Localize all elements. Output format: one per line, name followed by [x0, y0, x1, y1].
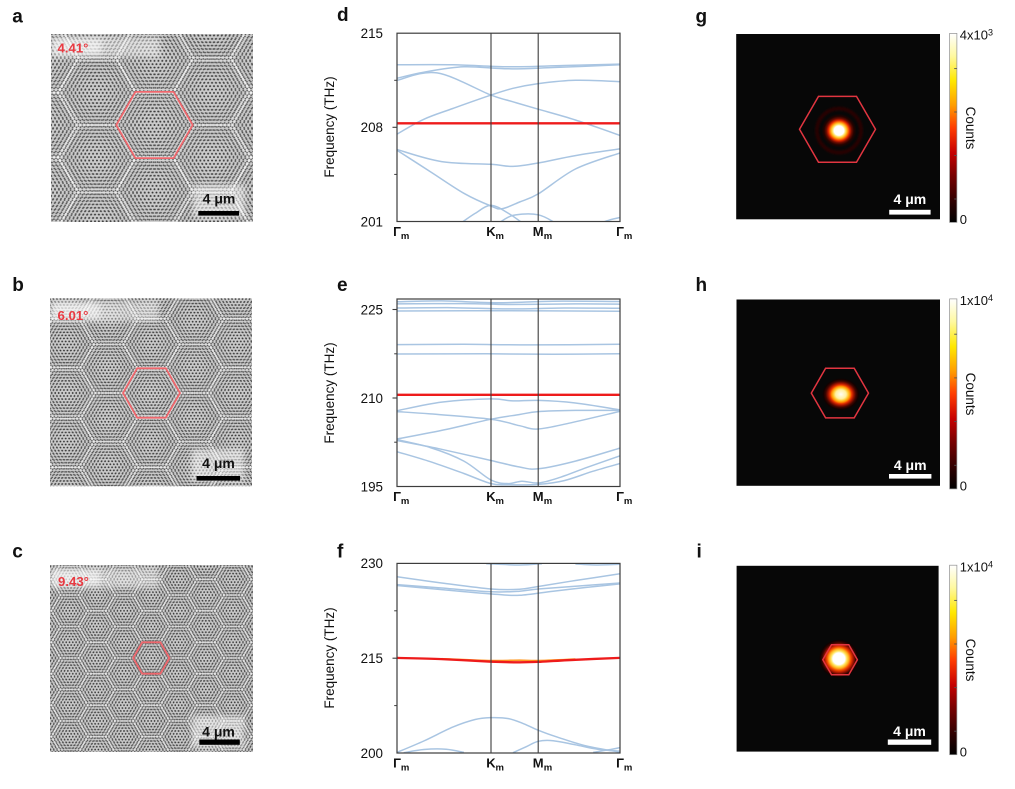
svg-text:4 μm: 4 μm [894, 191, 927, 207]
svg-text:M: M [533, 224, 544, 239]
svg-text:208: 208 [361, 120, 383, 135]
svg-text:b: b [12, 275, 24, 296]
svg-text:4.41°: 4.41° [58, 41, 89, 56]
svg-text:M: M [533, 756, 544, 771]
svg-text:Γ: Γ [393, 224, 401, 239]
svg-text:m: m [544, 231, 552, 242]
svg-text:9.43°: 9.43° [58, 574, 89, 589]
svg-text:1x104: 1x104 [960, 293, 993, 308]
svg-text:m: m [624, 496, 632, 507]
svg-text:Γ: Γ [393, 489, 401, 504]
svg-text:h: h [696, 275, 708, 296]
svg-text:215: 215 [361, 26, 383, 41]
svg-text:m: m [401, 231, 409, 242]
svg-text:Γ: Γ [393, 756, 401, 771]
svg-text:4 μm: 4 μm [893, 723, 926, 739]
svg-text:4 μm: 4 μm [202, 455, 235, 471]
svg-text:1x104: 1x104 [960, 560, 993, 575]
svg-text:K: K [486, 756, 496, 771]
svg-text:Frequency (THz): Frequency (THz) [322, 76, 337, 177]
svg-text:m: m [496, 762, 504, 773]
svg-text:195: 195 [361, 479, 383, 494]
svg-text:m: m [544, 496, 552, 507]
svg-text:Γ: Γ [616, 224, 624, 239]
svg-text:m: m [401, 762, 409, 773]
svg-text:m: m [401, 496, 409, 507]
svg-text:g: g [696, 6, 708, 27]
svg-text:Γ: Γ [616, 756, 624, 771]
svg-text:Frequency (THz): Frequency (THz) [322, 607, 337, 708]
svg-text:4x103: 4x103 [960, 28, 993, 43]
svg-text:M: M [533, 489, 544, 504]
svg-text:e: e [337, 275, 348, 296]
svg-text:m: m [624, 231, 632, 242]
svg-text:K: K [486, 224, 496, 239]
svg-text:Counts: Counts [963, 107, 978, 150]
svg-text:a: a [12, 6, 23, 27]
svg-text:225: 225 [361, 302, 383, 317]
svg-text:m: m [544, 762, 552, 773]
svg-text:4 μm: 4 μm [203, 191, 236, 207]
svg-text:c: c [12, 542, 23, 563]
svg-text:4 μm: 4 μm [894, 457, 927, 473]
svg-text:K: K [486, 489, 496, 504]
svg-text:i: i [697, 542, 702, 563]
svg-text:215: 215 [361, 651, 383, 666]
svg-text:201: 201 [361, 214, 383, 229]
svg-text:d: d [337, 5, 349, 26]
svg-text:Counts: Counts [963, 373, 978, 416]
svg-text:Counts: Counts [963, 639, 978, 682]
svg-text:Frequency (THz): Frequency (THz) [322, 342, 337, 443]
svg-text:210: 210 [361, 391, 383, 406]
svg-text:200: 200 [361, 746, 383, 761]
svg-text:Γ: Γ [616, 489, 624, 504]
svg-text:m: m [624, 762, 632, 773]
svg-text:230: 230 [361, 556, 383, 571]
svg-text:f: f [337, 542, 344, 563]
svg-text:m: m [496, 231, 504, 242]
svg-text:6.01°: 6.01° [58, 308, 89, 323]
svg-text:0: 0 [960, 212, 967, 227]
svg-text:0: 0 [960, 479, 967, 494]
svg-text:0: 0 [960, 745, 967, 760]
svg-text:m: m [496, 496, 504, 507]
svg-text:4 μm: 4 μm [202, 723, 235, 739]
